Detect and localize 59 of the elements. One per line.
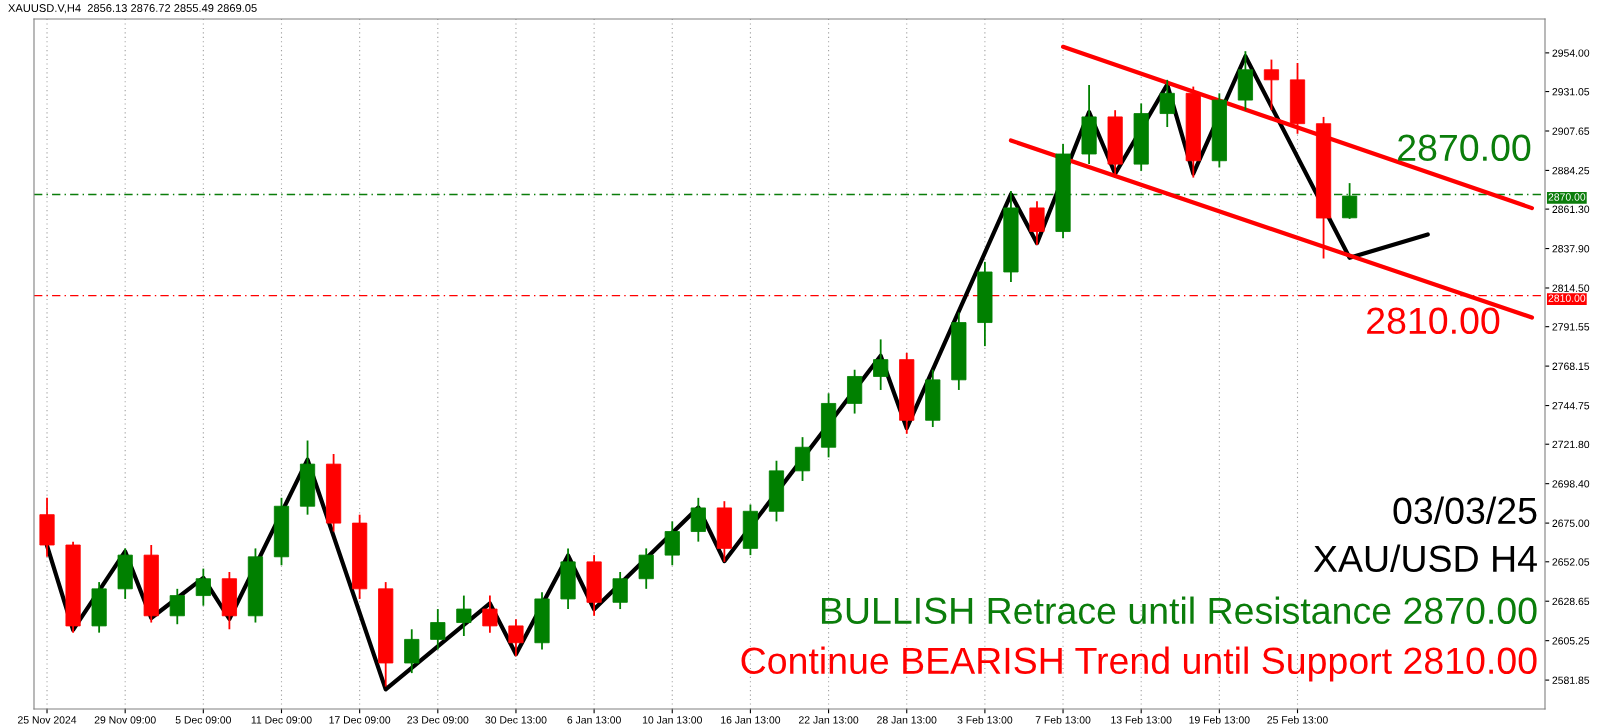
annotation: 2870.00	[1398, 134, 1531, 162]
candlestick	[794, 436, 811, 482]
candlestick	[1159, 78, 1175, 128]
candlestick	[612, 571, 628, 610]
text: XAUUSD.V,H4 2856.13 2876.72 2855.49 2869.05	[8, 4, 257, 14]
y-tick-label: 2907.65	[1552, 127, 1590, 135]
candlestick	[456, 594, 472, 637]
x-tick-label: 11 Dec 09:00	[251, 716, 312, 724]
y-tick-label: 2744.75	[1552, 402, 1590, 410]
y-tick-label: 2605.25	[1552, 637, 1590, 645]
x-tick-label: 23 Dec 09:00	[407, 716, 469, 724]
annotation: XAU/USD H4	[1313, 544, 1537, 573]
annotation: Continue BEARISH Trend until Support 2810.00	[741, 646, 1537, 682]
x-tick-label: 28 Jan 13:00	[877, 716, 937, 724]
candlestick	[404, 628, 420, 675]
x-tick-label: 5 Dec 09:00	[175, 716, 232, 724]
y-tick-label: 2791.55	[1552, 323, 1590, 331]
x-tick-label: 16 Jan 13:00	[721, 716, 781, 724]
x-tick-label: 6 Jan 13:00	[567, 716, 621, 724]
x-tick-label: 30 Dec 13:00	[485, 716, 547, 724]
y-tick-label: 2954.00	[1552, 49, 1590, 57]
x-tick-label: 25 Nov 2024	[18, 716, 77, 724]
y-tick-label: 2931.05	[1552, 88, 1590, 96]
y-tick-label: 2628.65	[1552, 597, 1590, 606]
x-tick-label: 10 Jan 13:00	[642, 716, 702, 724]
annotation: 03/03/25	[1393, 496, 1537, 525]
candlestick	[169, 587, 185, 626]
x-tick-label: 7 Feb 13:00	[1035, 715, 1091, 724]
y-tick-label: 2814.50	[1552, 284, 1590, 292]
candlestick	[873, 338, 889, 391]
x-tick-label: 19 Feb 13:00	[1189, 715, 1250, 724]
x-tick-label: 22 Jan 13:00	[798, 716, 859, 724]
candlestick	[690, 496, 706, 543]
candlestick	[638, 547, 654, 590]
ref-line-label: 2870.00	[1548, 193, 1586, 201]
candlestick	[430, 608, 446, 651]
x-tick-label: 3 Feb 13:00	[957, 715, 1013, 724]
ref-line-label: 2810.00	[1548, 294, 1586, 302]
x-tick-label: 17 Dec 09:00	[329, 716, 391, 724]
x-tick-label: 25 Feb 13:00	[1267, 715, 1328, 724]
candlestick	[1029, 200, 1045, 246]
y-tick-label: 2652.05	[1552, 558, 1590, 566]
y-tick-label: 2698.40	[1552, 480, 1590, 488]
annotation: 2810.00	[1367, 307, 1500, 335]
candlestick	[664, 520, 680, 567]
annotation: BULLISH Retrace until Resistance 2870.00	[821, 596, 1537, 625]
y-tick-label: 2768.15	[1552, 362, 1590, 370]
x-tick-label: 13 Feb 13:00	[1111, 715, 1172, 724]
y-tick-label: 2837.90	[1552, 245, 1590, 253]
candlestick	[482, 594, 498, 634]
candlestick	[195, 567, 211, 607]
candlestick	[508, 618, 524, 658]
y-tick-label: 2581.85	[1552, 676, 1590, 684]
candlestick	[1263, 58, 1280, 112]
y-tick-label: 2721.80	[1552, 440, 1590, 449]
x-tick-label: 29 Nov 09:00	[94, 716, 156, 724]
y-tick-label: 2884.25	[1552, 166, 1590, 175]
y-tick-label: 2675.00	[1552, 519, 1590, 527]
y-tick-label: 2861.30	[1552, 205, 1590, 213]
